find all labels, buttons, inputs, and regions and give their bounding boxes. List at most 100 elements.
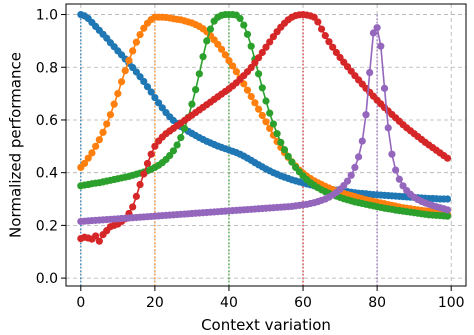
data-point	[114, 90, 122, 98]
data-point	[195, 70, 203, 78]
data-point	[254, 105, 263, 113]
data-point	[206, 25, 215, 33]
data-point	[388, 150, 396, 158]
data-point	[132, 192, 140, 200]
data-point	[129, 47, 137, 55]
data-point	[443, 154, 452, 162]
y-tick-label: 0.6	[36, 113, 58, 129]
data-point	[258, 84, 266, 92]
x-axis-title: Context variation	[201, 316, 331, 334]
data-point	[143, 159, 152, 168]
data-point	[314, 18, 322, 26]
data-point	[362, 111, 370, 119]
data-point	[332, 48, 340, 57]
data-point	[347, 171, 355, 179]
data-point	[443, 206, 452, 214]
data-point	[266, 109, 274, 117]
data-point	[95, 136, 103, 144]
y-tick-label: 1.0	[36, 8, 58, 24]
data-point	[221, 51, 229, 59]
data-point	[132, 38, 140, 46]
data-point	[147, 150, 155, 158]
data-point	[262, 118, 270, 126]
data-point	[151, 142, 159, 150]
data-point	[369, 29, 378, 37]
data-point	[154, 99, 163, 107]
data-point	[92, 232, 100, 240]
y-axis-title: Normalized performance	[7, 52, 25, 238]
data-point	[203, 37, 211, 45]
data-point	[351, 163, 359, 171]
data-point	[225, 57, 233, 65]
axis-ticks: 0 20 40 60 80 100 0.0 0.2 0.4 0.6 0.8 1.0	[36, 8, 465, 311]
data-point	[95, 237, 103, 245]
data-point	[329, 43, 337, 51]
data-point	[236, 14, 244, 23]
series-group	[77, 10, 452, 245]
data-point	[136, 30, 144, 39]
x-tick-label: 20	[146, 295, 164, 311]
data-point	[358, 137, 366, 145]
data-point	[366, 68, 374, 77]
data-point	[317, 25, 326, 33]
data-point	[269, 120, 278, 128]
data-point	[258, 111, 266, 120]
data-point	[169, 147, 178, 155]
data-point	[277, 138, 285, 146]
y-tick-label: 0.4	[36, 166, 58, 182]
data-point	[140, 170, 148, 178]
data-point	[214, 40, 222, 48]
data-point	[251, 59, 259, 67]
data-point	[88, 149, 96, 157]
data-point	[262, 43, 270, 51]
data-point	[251, 99, 259, 107]
series-2	[77, 10, 452, 220]
series-3	[77, 10, 452, 245]
data-point	[443, 212, 452, 220]
y-tick-label: 0.8	[36, 60, 58, 76]
data-point	[395, 175, 403, 183]
data-point	[232, 68, 240, 76]
data-point	[325, 38, 333, 46]
data-point	[258, 48, 266, 57]
x-tick-label: 100	[438, 295, 465, 311]
x-tick-label: 80	[368, 295, 386, 311]
data-point	[262, 97, 270, 105]
data-point	[247, 42, 255, 50]
data-point	[151, 93, 159, 102]
data-point	[92, 142, 100, 150]
x-tick-label: 0	[76, 295, 85, 311]
data-point	[143, 83, 152, 91]
data-point	[217, 45, 226, 53]
data-point	[243, 86, 252, 94]
data-point	[380, 84, 389, 92]
data-point	[354, 153, 363, 161]
data-point	[177, 134, 185, 142]
data-point	[173, 141, 181, 149]
data-point	[384, 124, 392, 132]
data-point	[273, 130, 281, 138]
data-point	[180, 124, 189, 132]
data-point	[373, 24, 381, 32]
data-point	[84, 154, 92, 162]
data-point	[140, 24, 148, 32]
plot-frame	[65, 3, 467, 287]
data-point	[392, 166, 400, 174]
series-4	[77, 24, 452, 226]
data-point	[110, 100, 118, 108]
data-point	[377, 42, 385, 50]
data-point	[284, 152, 292, 160]
data-point	[136, 180, 144, 189]
x-tick-label: 40	[220, 295, 238, 311]
data-point	[147, 88, 155, 96]
data-point	[192, 86, 200, 94]
y-tick-label: 0.0	[36, 271, 58, 287]
data-point	[80, 159, 89, 168]
y-tick-label: 0.2	[36, 218, 58, 234]
data-point	[103, 120, 111, 128]
data-point	[254, 54, 263, 62]
data-point	[343, 177, 352, 185]
data-point	[117, 78, 126, 86]
data-point	[188, 100, 196, 108]
